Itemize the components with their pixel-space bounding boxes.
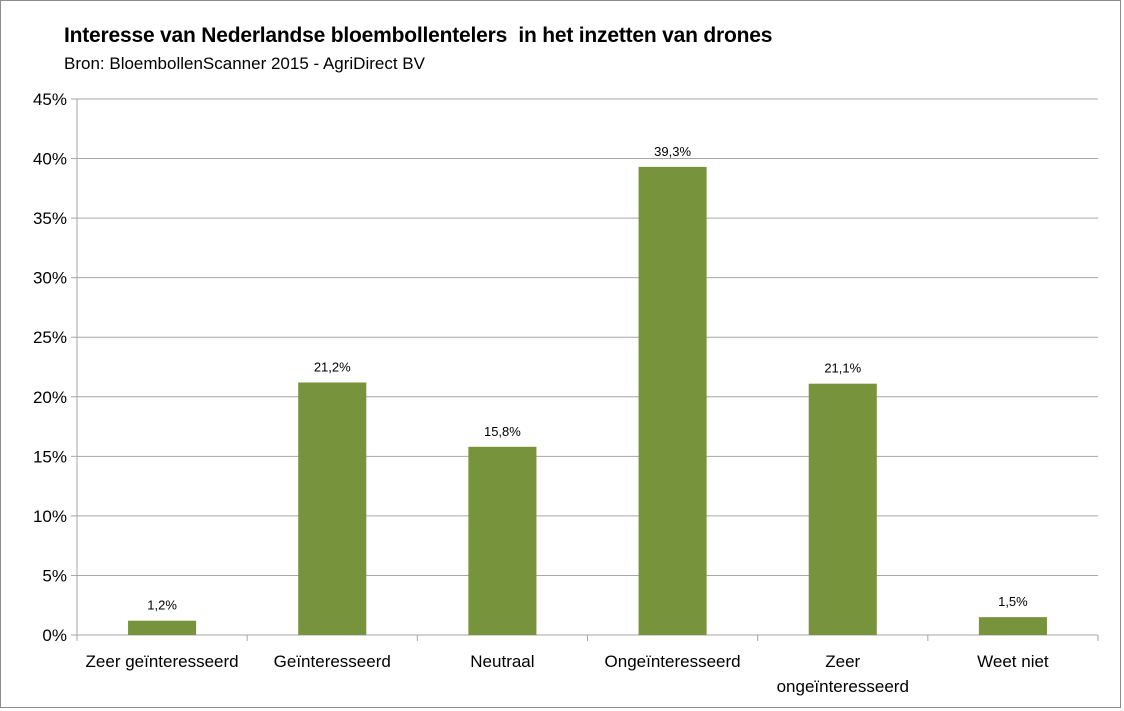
y-tick-label: 0% bbox=[42, 626, 67, 645]
y-tick-label: 35% bbox=[33, 209, 67, 228]
x-tick-label: Neutraal bbox=[470, 652, 534, 671]
x-tick-label: Weet niet bbox=[977, 652, 1049, 671]
y-tick-label: 5% bbox=[42, 566, 67, 585]
data-label: 21,1% bbox=[824, 361, 861, 376]
data-label: 1,5% bbox=[998, 594, 1028, 609]
y-tick-label: 40% bbox=[33, 150, 67, 169]
bar bbox=[128, 620, 197, 635]
axes bbox=[71, 98, 1099, 641]
data-label: 1,2% bbox=[147, 598, 177, 613]
y-tick-label: 25% bbox=[33, 328, 67, 347]
gridlines bbox=[77, 98, 1098, 576]
y-axis-ticks: 0% 5% 10% 15% 20% 25% 30% 35% 40% 45% bbox=[33, 90, 67, 645]
y-tick-label: 10% bbox=[33, 507, 67, 526]
bar bbox=[638, 166, 707, 636]
x-tick-label: Ongeïnteresseerd bbox=[605, 652, 741, 671]
y-tick-label: 30% bbox=[33, 269, 67, 288]
data-label: 15,8% bbox=[484, 424, 521, 439]
bar bbox=[978, 617, 1047, 635]
bar bbox=[298, 382, 367, 635]
data-labels: 1,2% 21,2% 15,8% 39,3% 21,1% 1,5% bbox=[147, 144, 1028, 613]
y-tick-label: 15% bbox=[33, 447, 67, 466]
y-tick-label: 20% bbox=[33, 388, 67, 407]
x-tick-label: Zeer geïnteresseerd bbox=[86, 652, 239, 671]
chart-subtitle: Bron: BloembollenScanner 2015 - AgriDire… bbox=[64, 54, 425, 73]
bar bbox=[808, 383, 877, 635]
x-tick-label: Geïnteresseerd bbox=[274, 652, 391, 671]
bar bbox=[468, 446, 537, 635]
chart-title: Interesse van Nederlandse bloembollentel… bbox=[64, 24, 773, 47]
data-label: 39,3% bbox=[654, 144, 691, 159]
x-tick-label: ongeïnteresseerd bbox=[777, 677, 909, 696]
bars bbox=[128, 166, 1047, 636]
x-axis-ticks: Zeer geïnteresseerd Geïnteresseerd Neutraa… bbox=[86, 652, 1049, 696]
x-tick-label: Zeer bbox=[825, 652, 860, 671]
y-tick-label: 45% bbox=[33, 90, 67, 109]
data-label: 21,2% bbox=[314, 359, 351, 374]
